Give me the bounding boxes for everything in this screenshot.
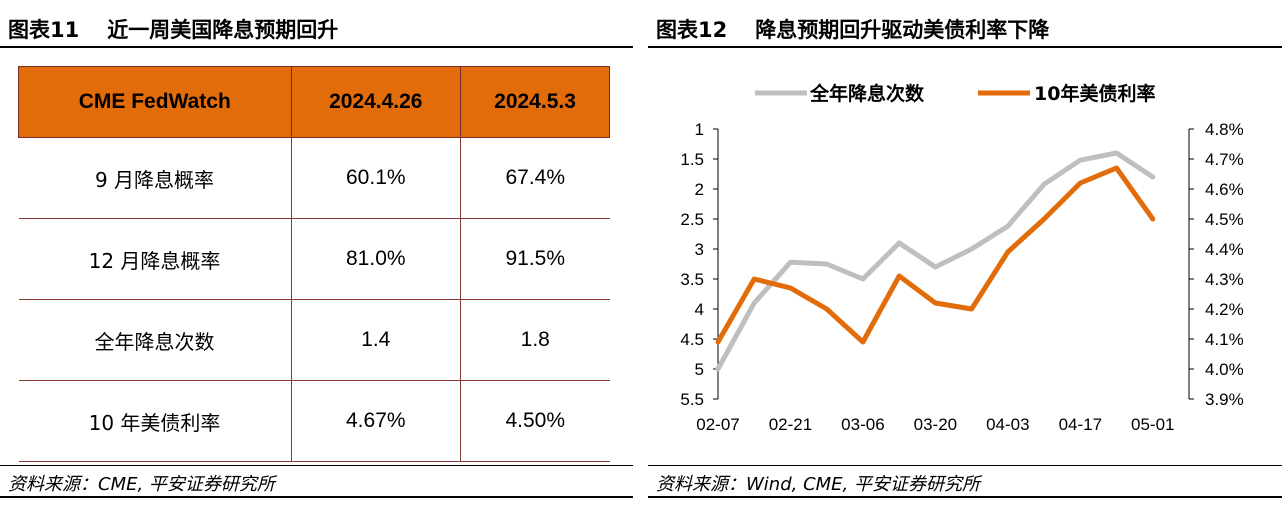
x-axis-tick-label: 03-06 (841, 415, 884, 434)
chart-legend: 全年降息次数 10年美债利率 (755, 82, 1155, 105)
right-axis-tick-label: 4.1% (1205, 330, 1244, 349)
left-axis-tick-label: 1.5 (680, 150, 704, 169)
figure-number: 图表11 (8, 18, 80, 42)
column-header: 2024.4.26 (290, 66, 462, 138)
source-note: 资料来源：Wind, CME, 平安证券研究所 (656, 474, 980, 495)
source-rule-bottom (648, 496, 1282, 498)
figure-number: 图表12 (656, 18, 728, 42)
legend-label: 全年降息次数 (809, 82, 925, 105)
table-cell: 91.5% (460, 218, 610, 300)
left-axis-tick-label: 5.5 (680, 390, 704, 409)
x-axis-tick-label: 02-07 (696, 415, 739, 434)
chart-axes: 1 1.5 2 2.5 3 3.5 4 4.5 5 5.5 4.8% 4.7% 4.6% 4.5% 4.4%… (680, 120, 1243, 434)
series-line (715, 165, 1156, 345)
right-axis-tick-label: 4.3% (1205, 270, 1244, 289)
table-cell: 81.0% (291, 218, 462, 300)
x-axis-tick-label: 04-03 (986, 415, 1029, 434)
x-axis-tick-label: 04-17 (1059, 415, 1102, 434)
table-cell: 1.4 (291, 299, 462, 381)
left-axis-tick-label: 2.5 (680, 210, 704, 229)
column-header: CME FedWatch (18, 66, 292, 138)
series-line (715, 150, 1156, 372)
x-axis-tick-label: 03-20 (914, 415, 957, 434)
right-axis-tick-label: 4.2% (1205, 300, 1244, 319)
figure-caption: 近一周美国降息预期回升 (107, 18, 339, 42)
table-cell: 67.4% (460, 137, 610, 219)
right-axis-tick-label: 4.5% (1205, 210, 1244, 229)
fedwatch-table: CME FedWatch 2024.4.26 2024.5.3 9 月降息概率 … (18, 66, 610, 462)
title-rule (648, 46, 1282, 48)
table-row: 9 月降息概率 60.1% 67.4% (18, 137, 610, 219)
source-rule-top (0, 465, 633, 466)
right-axis-tick-label: 4.0% (1205, 360, 1244, 379)
right-axis-tick-label: 4.6% (1205, 180, 1244, 199)
left-axis-tick-label: 5 (695, 360, 704, 379)
source-note: 资料来源：CME, 平安证券研究所 (8, 474, 275, 495)
row-label: 12 月降息概率 (18, 218, 292, 300)
figure-title: 图表12 降息预期回升驱动美债利率下降 (656, 14, 1049, 44)
right-axis-tick-label: 4.8% (1205, 120, 1244, 139)
column-header: 2024.5.3 (460, 66, 610, 138)
table-cell: 60.1% (291, 137, 462, 219)
figure-title: 图表11 近一周美国降息预期回升 (8, 14, 338, 44)
x-axis-tick-label: 05-01 (1131, 415, 1174, 434)
left-axis-tick-label: 3.5 (680, 270, 704, 289)
left-axis-tick-label: 1 (695, 120, 704, 139)
row-label: 9 月降息概率 (18, 137, 292, 219)
legend-label: 10年美债利率 (1034, 82, 1155, 105)
row-label: 全年降息次数 (18, 299, 292, 381)
table-cell: 4.67% (291, 380, 462, 462)
source-rule-bottom (0, 496, 633, 498)
right-axis-tick-label: 4.7% (1205, 150, 1244, 169)
right-axis-tick-label: 4.4% (1205, 240, 1244, 259)
title-rule (0, 46, 633, 48)
line-chart: 全年降息次数 10年美债利率 1 1.5 2 2.5 3 3.5 4 4.5 5 5.5 4.8% 4.… (680, 82, 1243, 434)
table-row: 全年降息次数 1.4 1.8 (18, 299, 610, 381)
table-row: 12 月降息概率 81.0% 91.5% (18, 218, 610, 300)
chart-lines (715, 150, 1156, 372)
table-cell: 4.50% (460, 380, 610, 462)
left-axis-tick-label: 3 (695, 240, 704, 259)
left-panel: 图表11 近一周美国降息预期回升 CME FedWatch 2024.4.26 2… (0, 0, 633, 507)
right-panel: 图表12 降息预期回升驱动美债利率下降 全年降息次数 10年美债利率 1 1.5 2 2.… (648, 0, 1282, 507)
left-axis-tick-label: 4.5 (680, 330, 704, 349)
figure-caption: 降息预期回升驱动美债利率下降 (755, 18, 1050, 42)
table-row: 10 年美债利率 4.67% 4.50% (18, 380, 610, 462)
table-cell: 1.8 (460, 299, 610, 381)
row-label: 10 年美债利率 (18, 380, 292, 462)
table-header-row: CME FedWatch 2024.4.26 2024.5.3 (18, 66, 610, 138)
right-axis-tick-label: 3.9% (1205, 390, 1244, 409)
source-rule-top (648, 465, 1282, 466)
x-axis-tick-label: 02-21 (769, 415, 812, 434)
left-axis-tick-label: 4 (695, 300, 704, 319)
left-axis-tick-label: 2 (695, 180, 704, 199)
